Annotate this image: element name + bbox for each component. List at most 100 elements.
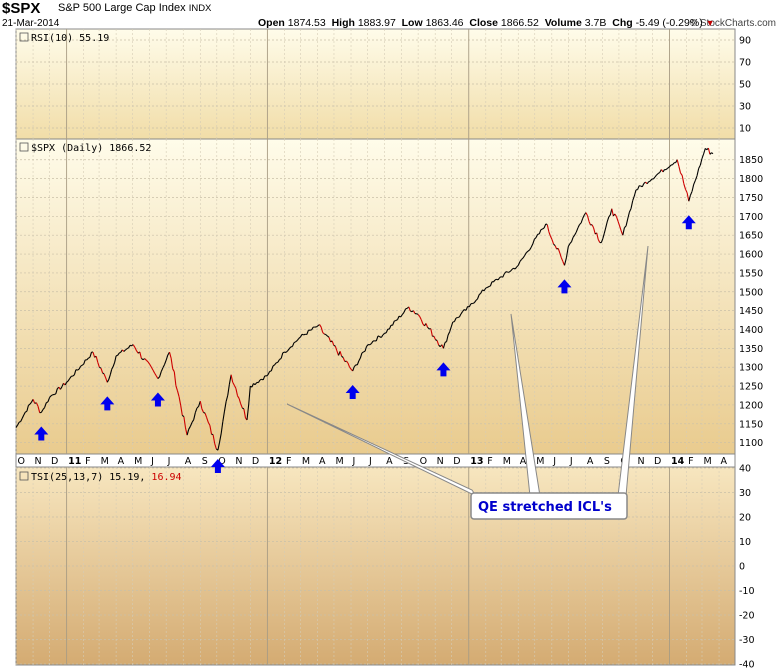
price-segment: [331, 340, 335, 346]
price-panel: [15, 138, 736, 455]
price-segment: [501, 276, 503, 278]
price-segment: [396, 315, 400, 320]
price-segment: [425, 323, 429, 328]
price-segment: [46, 401, 49, 404]
price-segment: [688, 195, 691, 202]
price-segment: [579, 222, 582, 225]
price-segment: [546, 224, 550, 233]
price-segment: [238, 398, 242, 404]
price-segment: [262, 375, 266, 381]
price-segment: [311, 326, 314, 331]
up-arrow-icon: [34, 426, 49, 441]
x-tick-label: N: [235, 456, 242, 467]
price-segment: [165, 354, 169, 361]
price-segment: [150, 366, 154, 371]
price-segment: [493, 279, 496, 283]
x-tick-label: 12: [269, 456, 282, 467]
price-segment: [472, 302, 475, 305]
price-segment: [184, 427, 188, 436]
price-segment: [112, 362, 116, 367]
price-segment: [588, 221, 592, 226]
price-label-text: $SPX (Daily) 1866.52: [31, 143, 151, 154]
price-segment: [482, 289, 485, 292]
price-segment: [149, 364, 152, 368]
y-tick-label: 30: [739, 488, 751, 499]
price-segment: [497, 277, 501, 281]
price-segment: [188, 426, 191, 430]
price-segment: [622, 227, 625, 236]
price-segment: [228, 374, 232, 385]
price-segment: [37, 406, 41, 413]
x-tick-label: M: [101, 456, 109, 467]
y-tick-label: 1600: [739, 250, 763, 261]
y-tick-label: 1400: [739, 325, 763, 336]
price-segment: [560, 257, 564, 262]
price-segment: [529, 247, 532, 251]
exchange: INDX: [188, 3, 212, 14]
y-tick-labels: 10 30 50 70 90 1100 1150 1200 1250 1300 1350 1400 14…: [739, 36, 763, 671]
price-segment: [615, 216, 619, 222]
x-tick-label: N: [437, 456, 444, 467]
y-tick-label: 30: [739, 102, 751, 113]
open-label: Open: [258, 17, 285, 29]
price-segment: [106, 379, 110, 383]
x-tick-label: M: [302, 456, 310, 467]
x-tick-label: S: [604, 456, 610, 467]
price-segment: [108, 374, 111, 380]
price-segment: [207, 422, 211, 426]
price-segment: [21, 414, 25, 419]
price-segment: [291, 342, 295, 347]
price-segment: [683, 183, 687, 190]
price-segment: [548, 231, 551, 237]
y-tick-label: -20: [739, 611, 755, 622]
price-segment: [28, 403, 31, 406]
price-segment: [455, 316, 458, 319]
x-tick-label: F: [85, 456, 90, 467]
price-segment: [597, 239, 601, 243]
price-segment: [430, 328, 433, 337]
price-segment: [144, 358, 147, 361]
price-segment: [214, 443, 217, 450]
price-segment: [172, 368, 175, 372]
price-segment: [269, 370, 272, 373]
price-segment: [267, 371, 271, 376]
price-segment: [83, 359, 86, 365]
price-segment: [203, 411, 206, 414]
x-tick-label: A: [520, 456, 527, 467]
x-tick-label: 13: [470, 456, 483, 467]
price-segment: [35, 402, 39, 407]
x-tick-label: 14: [671, 456, 685, 467]
price-segment: [462, 309, 465, 312]
price-segment: [628, 208, 632, 213]
price-segment: [641, 183, 645, 188]
price-segment: [86, 357, 89, 361]
price-segment: [614, 213, 617, 217]
price-segment: [270, 366, 274, 372]
price-segment: [129, 344, 132, 347]
x-tick-label: F: [286, 456, 291, 467]
price-segment: [521, 257, 524, 260]
price-segment: [605, 221, 608, 228]
up-arrow-icon: [100, 396, 115, 411]
price-segment: [643, 181, 646, 184]
price-segment: [347, 362, 351, 368]
price-segment: [349, 366, 352, 370]
price-segment: [201, 408, 205, 413]
price-segment: [516, 264, 519, 268]
price-segment: [282, 351, 285, 354]
price-segment: [554, 245, 558, 250]
y-tick-label: 50: [739, 80, 751, 91]
price-segment: [577, 224, 580, 229]
price-segment: [44, 402, 47, 408]
price-segment: [485, 286, 488, 289]
price-segment: [693, 180, 696, 185]
price-segment: [333, 344, 336, 347]
chg-label: Chg: [612, 17, 633, 29]
price-segment: [361, 351, 364, 354]
price-segment: [369, 343, 372, 346]
x-tick-label: M: [536, 456, 544, 467]
price-segment: [69, 375, 72, 379]
price-segment: [142, 358, 146, 361]
price-segment: [254, 382, 258, 386]
price-segment: [398, 315, 401, 318]
